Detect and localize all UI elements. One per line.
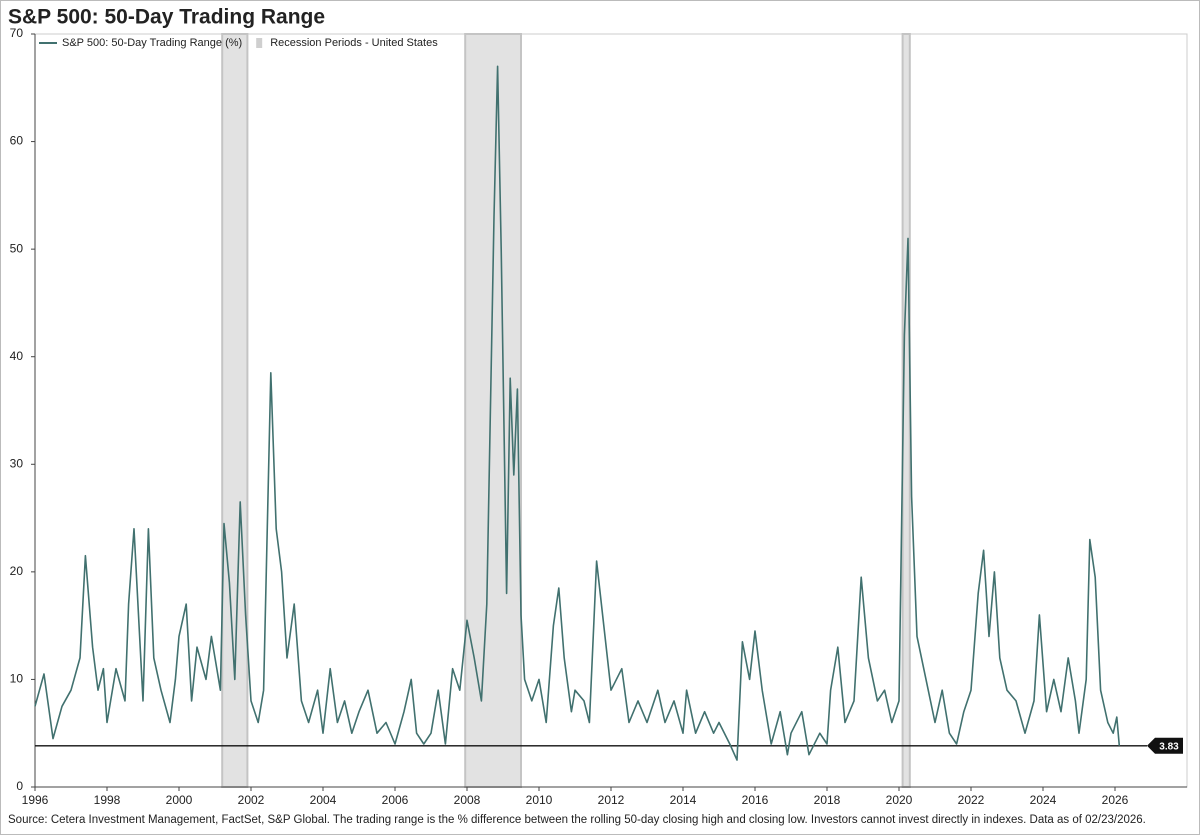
- x-tick-label: 1998: [94, 793, 121, 807]
- legend-label: Recession Periods - United States: [270, 37, 438, 49]
- x-tick-label: 2018: [814, 793, 841, 807]
- x-tick-label: 2012: [598, 793, 625, 807]
- reference-label: 3.83: [1159, 741, 1179, 752]
- x-tick-label: 2004: [310, 793, 337, 807]
- x-tick-label: 2008: [454, 793, 481, 807]
- plot-area: [34, 33, 1188, 788]
- x-tick-label: 2016: [742, 793, 769, 807]
- y-tick-label: 50: [10, 241, 24, 255]
- y-tick-label: 70: [10, 26, 24, 40]
- x-tick-label: 2024: [1030, 793, 1057, 807]
- x-tick-label: 2000: [166, 793, 193, 807]
- y-tick-label: 60: [10, 134, 24, 148]
- x-tick-label: 2014: [670, 793, 697, 807]
- data-line: [34, 65, 1121, 761]
- legend-swatch: [256, 38, 263, 48]
- x-tick-label: 2002: [238, 793, 265, 807]
- legend-label: S&P 500: 50-Day Trading Range (%): [62, 37, 242, 49]
- y-tick-label: 40: [10, 349, 24, 363]
- y-tick-label: 10: [10, 672, 24, 686]
- x-tick-label: 1996: [22, 793, 49, 807]
- y-tick-label: 30: [10, 456, 24, 470]
- x-tick-label: 2020: [886, 793, 913, 807]
- recession-band: [464, 33, 523, 788]
- x-tick-label: 2006: [382, 793, 409, 807]
- x-tick-label: 2010: [526, 793, 553, 807]
- y-tick-label: 20: [10, 564, 24, 578]
- x-tick-label: 2022: [958, 793, 985, 807]
- chart-title: S&P 500: 50-Day Trading Range: [8, 6, 325, 29]
- x-tick-label: 2026: [1102, 793, 1129, 807]
- reference-tag: [1147, 737, 1183, 754]
- source-note: Source: Cetera Investment Management, Fa…: [8, 814, 1146, 826]
- y-tick-label: 0: [16, 779, 23, 793]
